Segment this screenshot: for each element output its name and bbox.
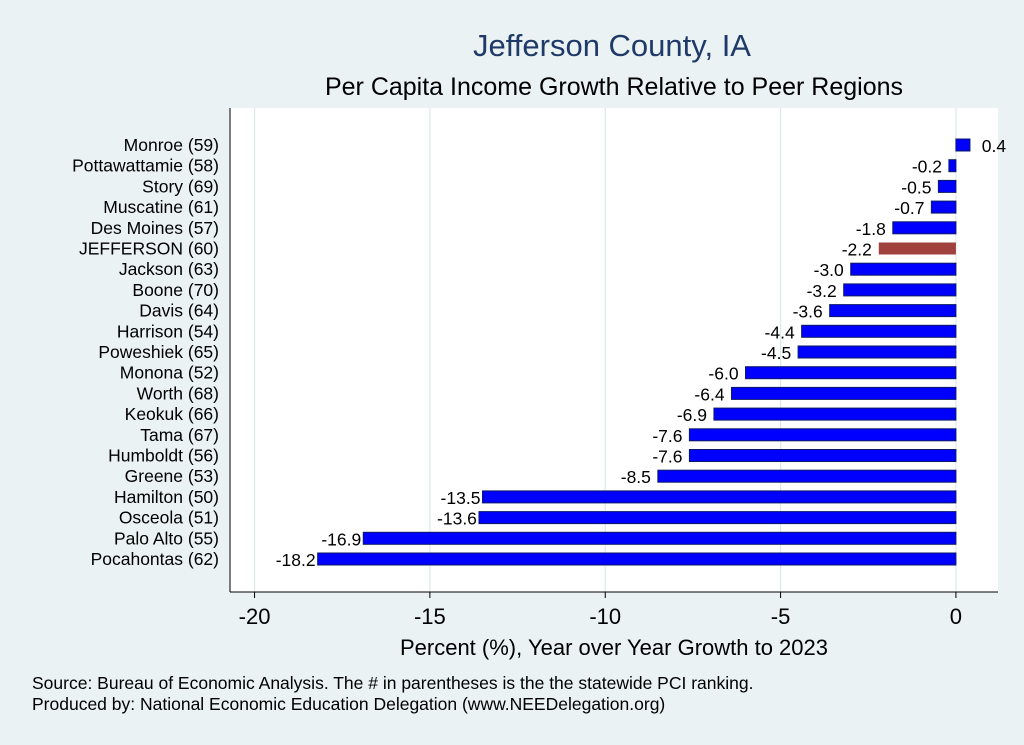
y-category-label: Palo Alto (55) <box>114 528 219 548</box>
x-tick-label: -20 <box>239 604 271 629</box>
bar <box>797 345 957 359</box>
x-tick-label: -5 <box>771 604 791 629</box>
bar <box>745 366 957 380</box>
x-axis-title: Percent (%), Year over Year Growth to 20… <box>400 635 828 660</box>
data-label: -1.8 <box>856 219 886 239</box>
data-label: -4.5 <box>761 343 791 363</box>
y-category-label: Story (69) <box>142 176 219 196</box>
x-tick-label: -15 <box>414 604 446 629</box>
data-label: -13.6 <box>437 509 477 529</box>
data-label: -3.2 <box>807 281 837 301</box>
data-label: -16.9 <box>321 529 361 549</box>
data-label: -6.0 <box>708 364 738 384</box>
bar <box>713 407 957 421</box>
y-category-label: Humboldt (56) <box>108 446 219 466</box>
bar <box>730 386 957 400</box>
bar-highlight <box>878 242 956 255</box>
data-label: -7.6 <box>652 447 682 467</box>
bar <box>930 200 957 214</box>
bar <box>317 552 957 566</box>
data-label: 0.4 <box>982 136 1007 156</box>
data-label: -0.2 <box>912 157 942 177</box>
y-category-label: Muscatine (61) <box>103 197 219 217</box>
data-label: -7.6 <box>652 426 682 446</box>
produced-by-text: Produced by: National Economic Education… <box>32 694 666 714</box>
data-label: -13.5 <box>441 488 481 508</box>
bar <box>843 283 957 297</box>
y-category-label: Des Moines (57) <box>91 218 219 238</box>
y-category-label: Keokuk (66) <box>125 404 219 424</box>
y-category-label: Boone (70) <box>132 280 219 300</box>
bar <box>481 490 957 504</box>
data-label: -6.4 <box>694 384 724 404</box>
data-label: -0.5 <box>901 177 931 197</box>
data-label: -8.5 <box>621 467 651 487</box>
bar <box>362 531 957 545</box>
bar <box>937 179 957 193</box>
y-category-label: Harrison (54) <box>117 321 219 341</box>
data-label: -0.7 <box>894 198 924 218</box>
y-category-label: Jackson (63) <box>119 259 219 279</box>
y-category-label: Greene (53) <box>125 466 219 486</box>
chart-subtitle: Per Capita Income Growth Relative to Pee… <box>324 73 904 101</box>
y-category-label: Tama (67) <box>140 425 219 445</box>
data-label: -3.0 <box>814 260 844 280</box>
y-category-label: Davis (64) <box>139 301 219 321</box>
data-label: -6.9 <box>677 405 707 425</box>
bar <box>850 262 957 276</box>
x-tick-label: -10 <box>589 604 621 629</box>
y-category-label: Pottawattamie (58) <box>72 156 219 176</box>
bar <box>478 511 957 525</box>
bar <box>829 304 957 318</box>
y-category-label: Osceola (51) <box>119 508 219 528</box>
chart-title: Jefferson County, IA <box>472 28 751 63</box>
data-label: -3.6 <box>793 302 823 322</box>
data-label: -2.2 <box>842 240 872 260</box>
data-label: -18.2 <box>276 550 316 570</box>
bar <box>657 469 957 483</box>
bar <box>688 428 957 442</box>
y-category-label: JEFFERSON (60) <box>79 239 219 259</box>
source-notes: Source: Bureau of Economic Analysis. The… <box>32 673 753 715</box>
bar <box>948 159 957 173</box>
y-category-label: Monona (52) <box>120 363 219 383</box>
y-category-label: Worth (68) <box>137 383 219 403</box>
y-category-label: Poweshiek (65) <box>98 342 219 362</box>
y-category-label: Pocahontas (62) <box>91 549 219 569</box>
bar <box>955 138 971 152</box>
x-tick-label: 0 <box>950 604 962 629</box>
source-text: Source: Bureau of Economic Analysis. The… <box>32 673 754 693</box>
bar <box>801 324 957 338</box>
bar <box>688 449 957 462</box>
bar <box>892 221 957 235</box>
y-category-label: Hamilton (50) <box>114 487 219 507</box>
y-category-label: Monroe (59) <box>124 135 219 155</box>
data-label: -4.4 <box>765 322 795 342</box>
